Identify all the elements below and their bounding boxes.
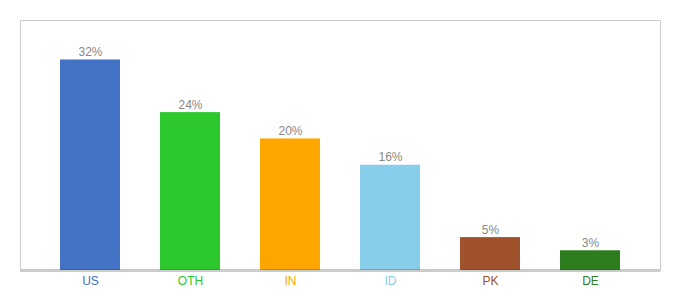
svg-text:20%: 20% <box>278 124 302 138</box>
svg-text:24%: 24% <box>178 98 202 112</box>
svg-text:DE: DE <box>582 274 599 288</box>
svg-text:US: US <box>82 274 99 288</box>
svg-text:16%: 16% <box>378 150 402 164</box>
svg-text:IN: IN <box>285 274 297 288</box>
svg-text:PK: PK <box>482 274 498 288</box>
svg-text:5%: 5% <box>482 223 500 237</box>
svg-text:OTH: OTH <box>178 274 203 288</box>
svg-text:32%: 32% <box>78 45 102 59</box>
svg-text:ID: ID <box>385 274 397 288</box>
svg-text:3%: 3% <box>582 236 600 250</box>
